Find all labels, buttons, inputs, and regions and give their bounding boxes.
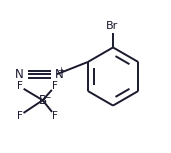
Text: F: F: [52, 110, 58, 121]
Text: B: B: [39, 94, 47, 107]
Text: F: F: [17, 81, 23, 91]
Text: Br: Br: [105, 21, 118, 31]
Text: F: F: [17, 110, 23, 121]
Text: N: N: [15, 68, 24, 81]
Text: +: +: [58, 66, 64, 75]
Text: N: N: [55, 68, 64, 81]
Text: −: −: [43, 92, 51, 101]
Text: F: F: [52, 81, 58, 91]
